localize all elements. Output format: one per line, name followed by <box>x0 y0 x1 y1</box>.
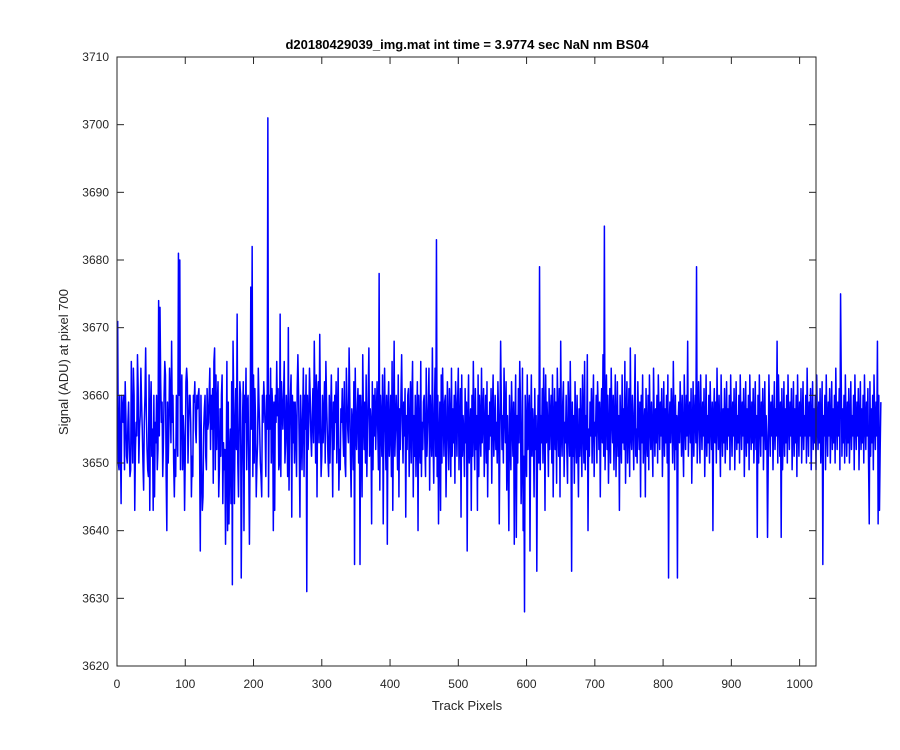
series-layer <box>116 117 882 613</box>
y-tick-label: 3660 <box>82 388 109 402</box>
x-tick-label: 600 <box>517 677 537 691</box>
x-tick-label: 400 <box>380 677 400 691</box>
x-tick-label: 500 <box>448 677 468 691</box>
chart-title: d20180429039_img.mat int time = 3.9774 s… <box>285 37 649 52</box>
x-tick-label: 900 <box>721 677 741 691</box>
series-line-0 <box>116 117 882 613</box>
y-tick-label: 3620 <box>82 659 109 673</box>
y-tick-label: 3670 <box>82 321 109 335</box>
y-tick-label: 3650 <box>82 456 109 470</box>
x-axis-label: Track Pixels <box>432 698 503 713</box>
plot-frame <box>116 56 817 667</box>
y-tick-label: 3630 <box>82 591 109 605</box>
y-tick-label: 3700 <box>82 118 109 132</box>
y-tick-label: 3710 <box>82 50 109 64</box>
x-tick-label: 1000 <box>786 677 813 691</box>
x-tick-label: 100 <box>175 677 195 691</box>
x-tick-label: 0 <box>114 677 121 691</box>
x-tick-label: 700 <box>585 677 605 691</box>
x-tick-label: 300 <box>312 677 332 691</box>
x-tick-label: 800 <box>653 677 673 691</box>
y-tick-label: 3680 <box>82 253 109 267</box>
y-tick-label: 3690 <box>82 185 109 199</box>
y-tick-label: 3640 <box>82 524 109 538</box>
y-axis-label: Signal (ADU) at pixel 700 <box>56 289 71 435</box>
x-tick-label: 200 <box>244 677 264 691</box>
plot-area <box>117 57 816 666</box>
axis-layer: 0 100 200 300 400 500 600 700 800 900 1000 3620 3630… <box>82 50 816 691</box>
